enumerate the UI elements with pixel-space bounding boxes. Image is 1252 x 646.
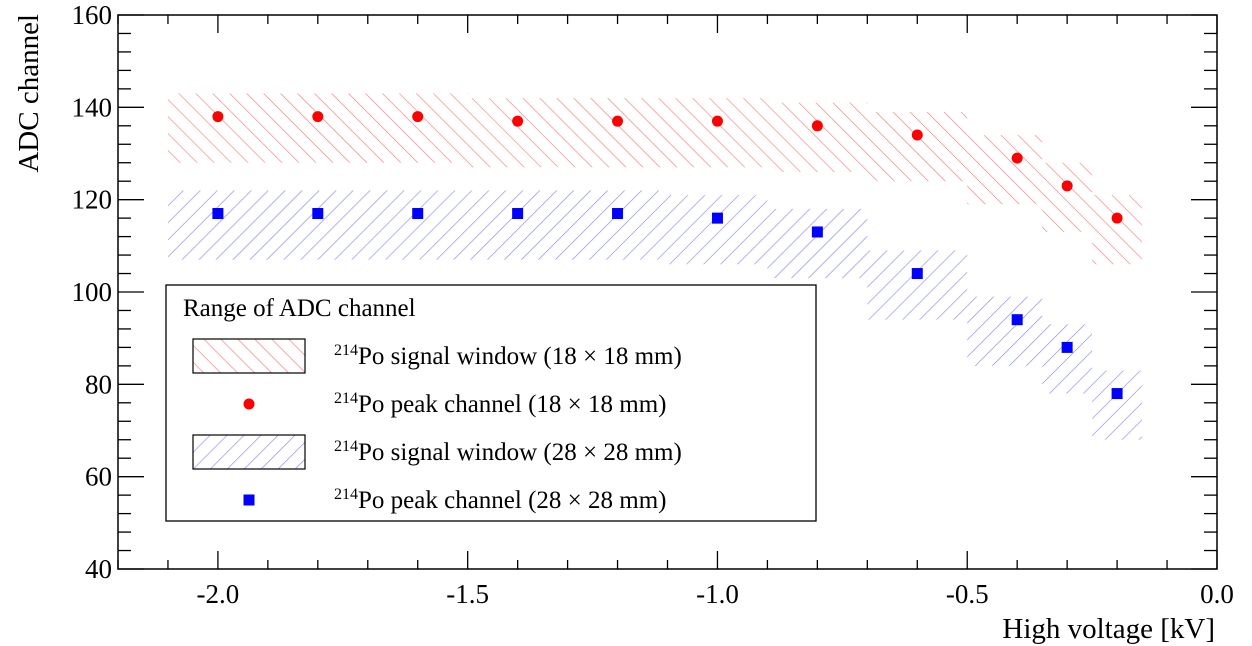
peak-point-0-3 (512, 115, 524, 127)
peak-point-0-9 (1061, 180, 1073, 192)
signal-window-band-1-5 (667, 195, 768, 265)
signal-window-band-0-4 (567, 98, 668, 168)
peak-point-1-6 (811, 226, 823, 238)
legend-label-0: 214Po signal window (18 × 18 mm) (334, 342, 682, 370)
signal-window-band-0-8 (967, 135, 1043, 205)
y-tick-label: 40 (85, 554, 112, 584)
legend-swatch-point-1 (243, 398, 255, 410)
legend-label-2: 214Po signal window (28 × 28 mm) (334, 438, 682, 466)
x-tick-label: -1.0 (696, 579, 739, 609)
peak-point-0-8 (1011, 152, 1023, 164)
signal-window-band-0-2 (367, 93, 468, 163)
x-axis-label: High voltage [kV] (1002, 613, 1215, 645)
signal-window-band-1-10 (1092, 370, 1143, 440)
signal-window-band-0-1 (267, 93, 368, 163)
signal-window-band-1-8 (967, 296, 1043, 366)
peak-point-0-5 (711, 115, 723, 127)
x-tick-label: -1.5 (446, 579, 489, 609)
peak-point-0-10 (1111, 212, 1123, 224)
y-tick-label: 60 (85, 462, 112, 492)
legend-label-3: 214Po peak channel (28 × 28 mm) (334, 486, 666, 514)
signal-window-band-0-9 (1042, 162, 1093, 232)
y-tick-label: 100 (72, 277, 113, 307)
legend-title: Range of ADC channel (183, 295, 416, 322)
signal-window-band-1-6 (767, 208, 868, 279)
signal-window-band-0-6 (767, 102, 868, 172)
y-axis-label: ADC channel (13, 14, 45, 173)
legend-swatch-point-3 (243, 494, 255, 506)
signal-window-band-0-0 (167, 93, 268, 163)
legend-label-text: Po signal window (18 × 18 mm) (358, 343, 682, 370)
signal-window-band-1-3 (467, 190, 568, 260)
legend-label-1: 214Po peak channel (18 × 18 mm) (334, 390, 666, 418)
y-tick-label: 140 (72, 92, 113, 122)
x-tick-label: 0.0 (1200, 579, 1234, 609)
peak-point-1-7 (911, 268, 923, 280)
y-tick-label: 80 (85, 369, 112, 399)
legend: Range of ADC channel 214Po signal window… (165, 284, 817, 522)
y-tick-label: 120 (72, 185, 113, 215)
y-axis-ticks: 40 60 80 100 120 140 160 (72, 0, 1217, 584)
signal-window-band-0-3 (467, 98, 568, 168)
signal-window-band-0-7 (867, 111, 968, 182)
x-axis-ticks: -2.0 -1.5 -1.0 -0.5 0.0 (117, 15, 1234, 609)
peak-point-1-2 (412, 208, 424, 220)
peak-point-1-1 (312, 208, 324, 220)
peak-point-1-8 (1011, 314, 1023, 326)
peak-point-1-9 (1061, 341, 1073, 353)
y-tick-label: 160 (72, 0, 113, 30)
peak-point-0-7 (911, 129, 923, 141)
legend-label-text: Po signal window (28 × 28 mm) (358, 439, 682, 466)
peak-point-0-1 (312, 111, 324, 123)
legend-label-sup: 214 (334, 390, 358, 407)
peak-point-1-0 (212, 208, 224, 220)
peak-point-1-10 (1111, 388, 1123, 400)
peak-point-0-2 (412, 111, 424, 123)
signal-window-band-1-9 (1042, 324, 1093, 394)
x-tick-label: -0.5 (946, 579, 989, 609)
signal-window-band-0-5 (667, 98, 768, 168)
signal-window-band-1-4 (567, 190, 668, 260)
signal-window-band-1-1 (267, 190, 368, 260)
legend-label-sup: 214 (334, 438, 358, 455)
peak-point-1-5 (711, 212, 723, 224)
legend-label-sup: 214 (334, 342, 358, 359)
signal-window-band-1-0 (167, 190, 268, 260)
x-tick-label: -2.0 (197, 579, 240, 609)
legend-swatch-band-0 (192, 338, 306, 374)
signal-window-bands (167, 93, 1143, 440)
peak-point-0-6 (811, 120, 823, 132)
legend-label-text: Po peak channel (18 × 18 mm) (358, 391, 666, 418)
legend-swatch-band-2 (192, 434, 306, 470)
peak-point-0-4 (612, 115, 624, 127)
signal-window-band-1-2 (367, 190, 468, 260)
legend-entries: 214Po signal window (18 × 18 mm)214Po pe… (192, 338, 682, 514)
legend-label-sup: 214 (334, 486, 358, 503)
legend-label-text: Po peak channel (28 × 28 mm) (358, 487, 666, 514)
peak-point-1-3 (512, 208, 524, 220)
peak-point-0-0 (212, 111, 224, 123)
peak-channel-points (212, 111, 1123, 400)
legend-box (165, 284, 817, 522)
signal-window-band-1-7 (867, 250, 968, 320)
peak-point-1-4 (612, 208, 624, 220)
signal-window-band-0-10 (1092, 195, 1143, 265)
